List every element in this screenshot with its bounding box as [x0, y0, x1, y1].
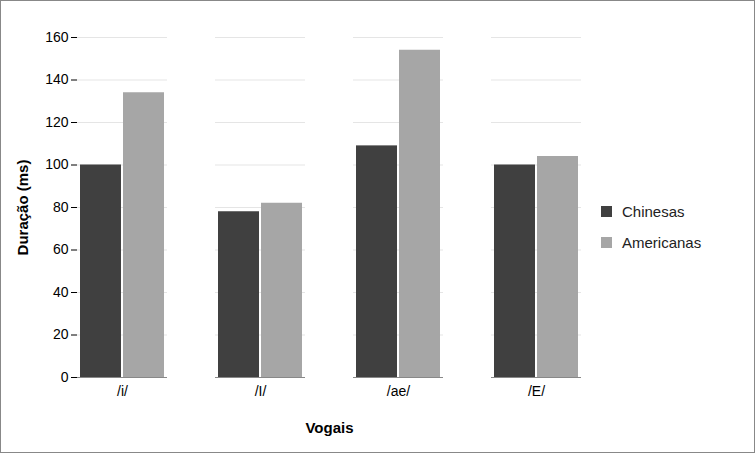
svg-text:Vogais: Vogais: [305, 418, 353, 435]
svg-text:40: 40: [53, 283, 69, 299]
svg-text:0: 0: [61, 368, 69, 384]
svg-text:/I/: /I/: [255, 383, 267, 399]
svg-text:/ae/: /ae/: [387, 383, 410, 399]
svg-text:60: 60: [53, 241, 69, 257]
html-text:Chinesas: Chinesas: [622, 202, 685, 220]
svg-text:140: 140: [45, 71, 69, 87]
svg-text:/i/: /i/: [117, 383, 128, 399]
html-text:Americanas: Americanas: [622, 233, 702, 251]
svg-text:100: 100: [45, 156, 69, 172]
svg-text:80: 80: [53, 198, 69, 214]
svg-text:20: 20: [53, 326, 69, 342]
svg-text:160: 160: [45, 28, 69, 44]
svg-text:120: 120: [45, 113, 69, 129]
svg-text:Duração (ms): Duração (ms): [14, 159, 31, 255]
svg-text:/E/: /E/: [528, 383, 545, 399]
